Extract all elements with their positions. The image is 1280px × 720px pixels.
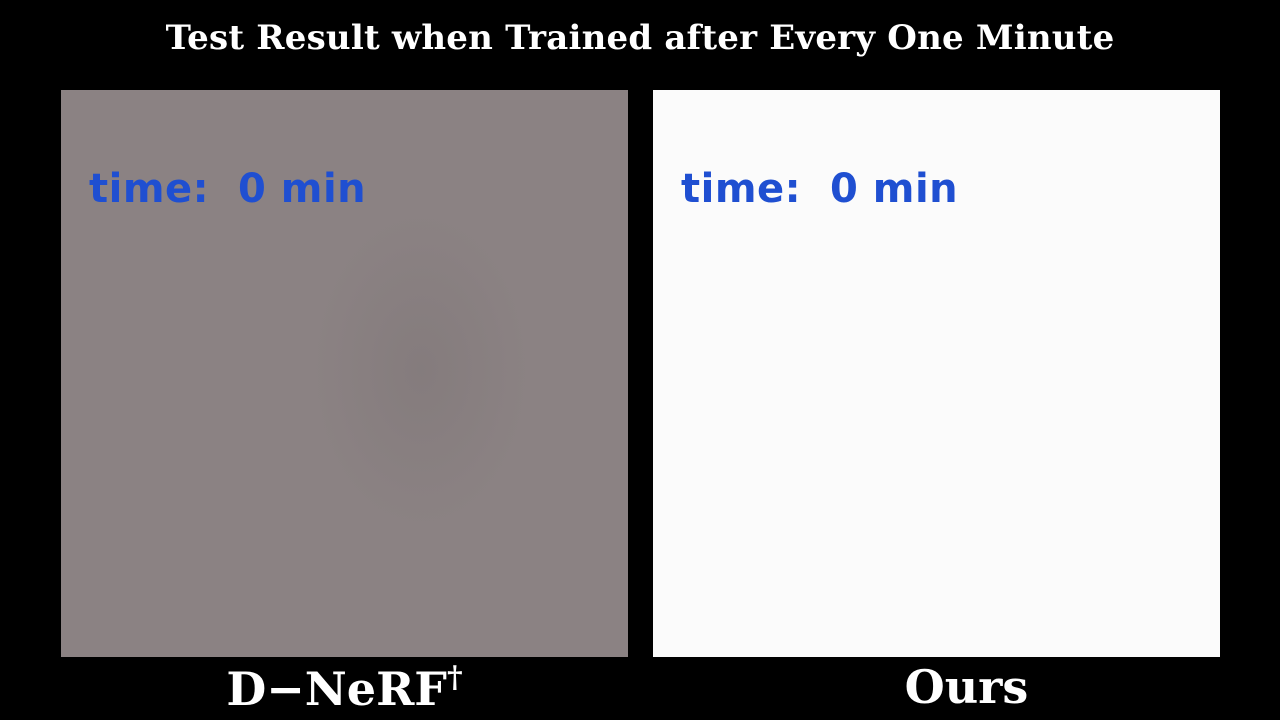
time-prefix: time: [89, 166, 210, 212]
render-haze [311, 210, 531, 530]
dnerf-render-panel: time: 0 min [61, 90, 628, 657]
time-overlay: time: 0 min [681, 166, 958, 212]
time-overlay: time: 0 min [89, 166, 366, 212]
caption-text: D−NeRF [226, 662, 447, 716]
time-value: 0 min [830, 166, 959, 212]
figure-title: Test Result when Trained after Every One… [165, 18, 1115, 58]
time-prefix: time: [681, 166, 802, 212]
dagger-mark: † [446, 660, 463, 695]
ours-caption: Ours [653, 660, 1280, 714]
caption-text: Ours [904, 660, 1029, 714]
time-value: 0 min [238, 166, 367, 212]
ours-render-panel: time: 0 min [653, 90, 1220, 657]
dnerf-caption: D−NeRF† [61, 660, 628, 716]
